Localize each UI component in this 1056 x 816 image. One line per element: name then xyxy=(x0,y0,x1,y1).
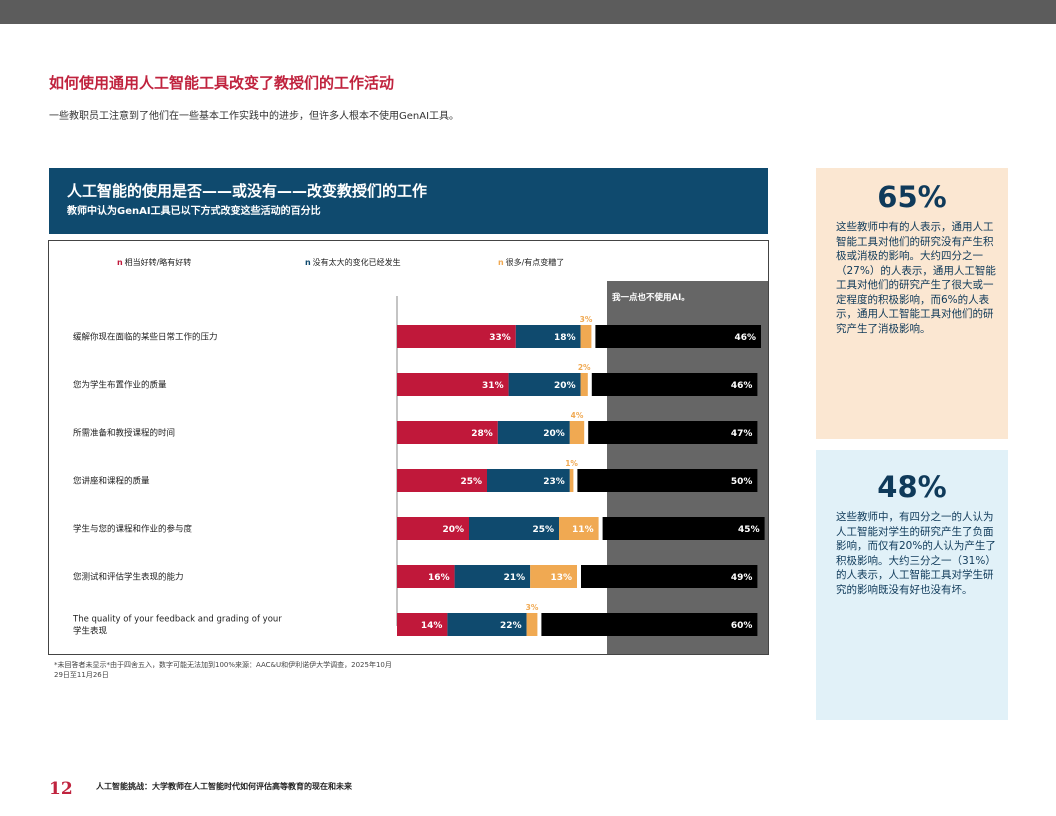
data-label: 46% xyxy=(734,333,756,343)
data-label: 20% xyxy=(554,381,576,391)
bar-1 xyxy=(397,517,469,540)
callout-research: 65% 这些教师中有的人表示，通用人工智能工具对他们的研究没有产生积极或消极的影… xyxy=(816,168,1008,439)
not-used-panel-label: 我一点也不使用AI。 xyxy=(612,292,690,303)
bar-4 xyxy=(591,373,758,396)
bar-4 xyxy=(588,421,758,444)
data-label: 4% xyxy=(571,411,584,420)
data-label: 2% xyxy=(578,363,591,372)
data-label: 31% xyxy=(482,381,504,391)
data-label: 20% xyxy=(442,525,464,535)
bar-3 xyxy=(530,565,577,588)
data-label: 13% xyxy=(550,573,572,583)
bar-1 xyxy=(397,469,487,492)
bar-3 xyxy=(526,613,538,636)
footnote: *未回答者未显示*由于四舍五入，数字可能无法加到100%来源：AAC&U和伊利诺… xyxy=(54,661,392,679)
category-label: 所需准备和教授课程的时间 xyxy=(73,428,175,439)
bar-4 xyxy=(595,325,761,348)
data-label: 33% xyxy=(489,333,511,343)
chart-frame: 我一点也不使用AI。 n 相当好转/略有好转 n 没有太大的变化已经发生 n 很多/有… xyxy=(48,240,769,655)
data-label: 21% xyxy=(504,573,526,583)
page-subtitle: 一些教职员工注意到了他们在一些基本工作实践中的进步，但许多人根本不使用GenAI… xyxy=(49,111,460,122)
bar-3 xyxy=(580,373,588,396)
bar-2 xyxy=(497,421,570,444)
data-label: 14% xyxy=(421,621,443,631)
data-label: 20% xyxy=(543,429,565,439)
category-label: 您为学生布置作业的质量 xyxy=(73,380,167,391)
stacked-bar-chart: 我一点也不使用AI。 n 相当好转/略有好转 n 没有太大的变化已经发生 n 很多/有… xyxy=(72,257,768,654)
callout-text: 这些教师中，有四分之一的人认为人工智能对学生的研究产生了负面影响，而仅有20%的… xyxy=(836,511,996,596)
bar-3 xyxy=(559,517,599,540)
category-label: The quality of your feedback and grading… xyxy=(72,615,282,625)
callout-stat: 65% xyxy=(877,180,947,214)
bar-3 xyxy=(569,469,574,492)
category-label: 学生与您的课程和作业的参与度 xyxy=(73,524,193,535)
data-label: 46% xyxy=(731,381,753,391)
category-label: 您测试和评估学生表现的能力 xyxy=(73,572,184,583)
data-label: 49% xyxy=(731,573,753,583)
callout-text: 这些教师中有的人表示，通用人工智能工具对他们的研究没有产生积极或消极的影响。大约… xyxy=(836,221,996,335)
legend-item-1: n 相当好转/略有好转 xyxy=(117,257,191,267)
data-label: 3% xyxy=(580,315,593,324)
category-label: 您讲座和课程的质量 xyxy=(73,476,150,487)
bar-1 xyxy=(397,613,448,636)
bar-2 xyxy=(487,469,570,492)
data-label: 50% xyxy=(731,477,753,487)
data-label: 25% xyxy=(460,477,482,487)
chart-header: 人工智能的使用是否——或没有——改变教授们的工作 教师中认为GenAI工具已以下… xyxy=(49,168,768,234)
data-label: 16% xyxy=(428,573,450,583)
data-label: 22% xyxy=(500,621,522,631)
bar-2 xyxy=(454,565,531,588)
legend-item-3: n 很多/有点变糟了 xyxy=(498,257,564,267)
data-label: 25% xyxy=(532,525,554,535)
data-label: 47% xyxy=(731,429,753,439)
bar-2 xyxy=(508,373,581,396)
data-label: 1% xyxy=(565,459,578,468)
data-label: 45% xyxy=(738,525,760,535)
bar-1 xyxy=(397,325,516,348)
legend-marker-bg-1 xyxy=(116,257,123,267)
data-label: 28% xyxy=(471,429,493,439)
data-label: 23% xyxy=(543,477,565,487)
bar-1 xyxy=(397,421,498,444)
page-number: 12 xyxy=(49,779,73,799)
category-label: 缓解你现在面临的某些日常工作的压力 xyxy=(73,332,218,343)
data-label: 18% xyxy=(554,333,576,343)
bar-2 xyxy=(469,517,559,540)
legend-marker-bg-3 xyxy=(497,257,504,267)
data-label: 3% xyxy=(526,603,539,612)
bar-4 xyxy=(581,565,758,588)
callout-student-research: 48% 这些教师中，有四分之一的人认为人工智能对学生的研究产生了负面影响，而仅有… xyxy=(816,450,1008,720)
chart-subtitle: 教师中认为GenAI工具已以下方式改变这些活动的百分比 xyxy=(67,206,321,217)
bar-3 xyxy=(569,421,585,444)
bar-4 xyxy=(541,613,758,636)
bar-2 xyxy=(447,613,527,636)
bar-2 xyxy=(515,325,581,348)
chart-title: 人工智能的使用是否——或没有——改变教授们的工作 xyxy=(67,182,428,200)
legend-marker-1: n xyxy=(117,258,123,267)
legend-marker-2: n xyxy=(305,258,311,267)
bar-4 xyxy=(602,517,765,540)
bar-4 xyxy=(577,469,758,492)
bar-1 xyxy=(397,373,509,396)
bar-3 xyxy=(580,325,592,348)
legend-marker-bg-2 xyxy=(304,257,311,267)
footer-text: 人工智能挑战：大学教师在人工智能时代如何评估高等教育的现在和未来 xyxy=(96,782,352,791)
legend-item-2: n 没有太大的变化已经发生 xyxy=(305,257,401,267)
data-label: 60% xyxy=(731,621,753,631)
data-label: 11% xyxy=(572,525,594,535)
callout-stat: 48% xyxy=(877,470,947,504)
legend-marker-3: n xyxy=(498,258,504,267)
page-title: 如何使用通用人工智能工具改变了教授们的工作活动 xyxy=(49,74,395,92)
category-label: 学生表现 xyxy=(73,626,108,637)
bar-1 xyxy=(397,565,455,588)
top-bar xyxy=(0,0,1056,24)
